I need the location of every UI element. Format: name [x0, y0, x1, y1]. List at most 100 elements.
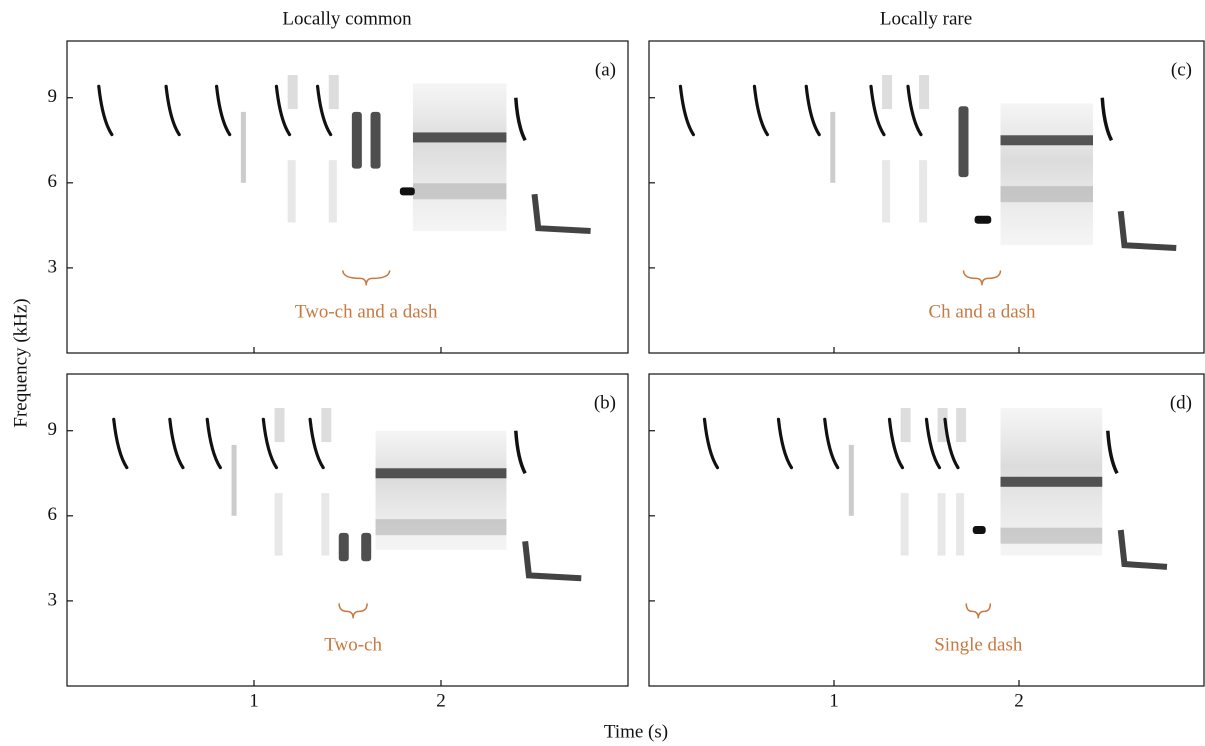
faint-note: [900, 493, 909, 556]
trill: [1117, 529, 1168, 570]
annotation: Ch and a dash: [928, 302, 1036, 323]
x-tick-label: 2: [436, 690, 446, 711]
x-axis-label: Time (s): [604, 721, 668, 742]
faint-note: [882, 75, 893, 110]
ch-note: [361, 532, 372, 562]
annotation: Two-ch and a dash: [295, 302, 438, 323]
faint-note: [882, 160, 891, 223]
harmonic-band: [1000, 476, 1103, 487]
syllable: [215, 84, 232, 137]
brace: [338, 603, 368, 619]
x-tick-label: 2: [1014, 690, 1024, 711]
syllable: [315, 84, 333, 137]
brace: [342, 270, 391, 286]
syllable: [514, 97, 527, 142]
syllable: [924, 417, 942, 470]
harmonic-band: [375, 468, 507, 479]
syllable: [274, 84, 292, 137]
harmonic-band: [1000, 135, 1093, 146]
plot-frame: [648, 40, 1205, 354]
syllable: [164, 84, 181, 137]
syllable: [97, 84, 114, 137]
ch-note: [958, 106, 969, 178]
plot-frame: [66, 40, 629, 354]
faint-note: [956, 408, 967, 443]
syllable: [678, 84, 695, 137]
syllable: [887, 417, 905, 470]
faint-note: [274, 493, 283, 556]
faint-note: [274, 408, 285, 443]
syllable: [869, 84, 886, 137]
harmonic-band: [412, 132, 507, 143]
trill: [1117, 210, 1177, 252]
syllable: [823, 417, 840, 470]
syllable: [514, 430, 527, 475]
x-tick-label: 1: [829, 690, 839, 711]
faint-note: [240, 111, 246, 183]
y-tick-label: 6: [48, 171, 58, 192]
faint-note: [919, 75, 930, 110]
syllable: [205, 417, 222, 470]
dash-note: [974, 215, 992, 224]
panel-label: (b): [594, 392, 616, 413]
faint-note: [321, 493, 330, 556]
syllable: [1106, 430, 1119, 475]
syllable: [702, 417, 720, 470]
syllable: [906, 84, 923, 137]
faint-note: [231, 444, 237, 516]
syllable: [804, 84, 821, 137]
y-tick-label: 9: [48, 86, 58, 107]
faint-note: [328, 160, 337, 223]
column-title: Locally common: [282, 8, 412, 29]
noise-block: [412, 83, 507, 232]
plot-frame: [648, 373, 1205, 687]
harmonic-band: [1000, 527, 1103, 544]
brace: [965, 603, 992, 619]
dash-note: [972, 526, 986, 534]
ch-note: [338, 532, 349, 562]
ch-note: [370, 111, 381, 169]
faint-note: [848, 444, 854, 516]
y-tick-label: 6: [48, 504, 58, 525]
faint-note: [900, 408, 911, 443]
syllable: [752, 84, 769, 137]
harmonic-band: [375, 519, 507, 536]
y-axis-label: Frequency (kHz): [10, 298, 31, 427]
syllable: [112, 417, 129, 470]
y-tick-label: 3: [48, 256, 58, 277]
trill: [522, 541, 582, 582]
trill: [531, 193, 591, 235]
syllable: [168, 417, 185, 470]
faint-note: [328, 75, 339, 110]
faint-note: [287, 160, 296, 223]
faint-note: [956, 493, 965, 556]
harmonic-band: [1000, 186, 1093, 203]
dash-note: [399, 187, 415, 196]
column-title: Locally rare: [880, 8, 972, 29]
noise-block: [375, 430, 507, 550]
annotation: Single dash: [934, 635, 1023, 656]
harmonic-band: [412, 183, 507, 200]
plot-frame: [66, 373, 629, 687]
noise-block: [1000, 103, 1093, 246]
syllable: [261, 417, 279, 470]
faint-note: [321, 408, 332, 443]
syllable: [943, 417, 960, 470]
y-tick-label: 9: [48, 419, 58, 440]
syllable: [1100, 97, 1114, 142]
faint-note: [919, 160, 928, 223]
annotation: Two-ch: [324, 635, 382, 656]
faint-note: [830, 111, 836, 183]
y-tick-label: 3: [48, 589, 58, 610]
faint-note: [287, 75, 298, 110]
syllable: [776, 417, 794, 470]
x-tick-label: 1: [249, 690, 259, 711]
faint-note: [937, 493, 946, 556]
brace: [962, 270, 1002, 286]
panel-label: (d): [1170, 392, 1192, 413]
syllable: [308, 417, 325, 470]
panel-label: (a): [595, 59, 616, 80]
faint-note: [937, 408, 948, 443]
panel-label: (c): [1171, 59, 1192, 80]
